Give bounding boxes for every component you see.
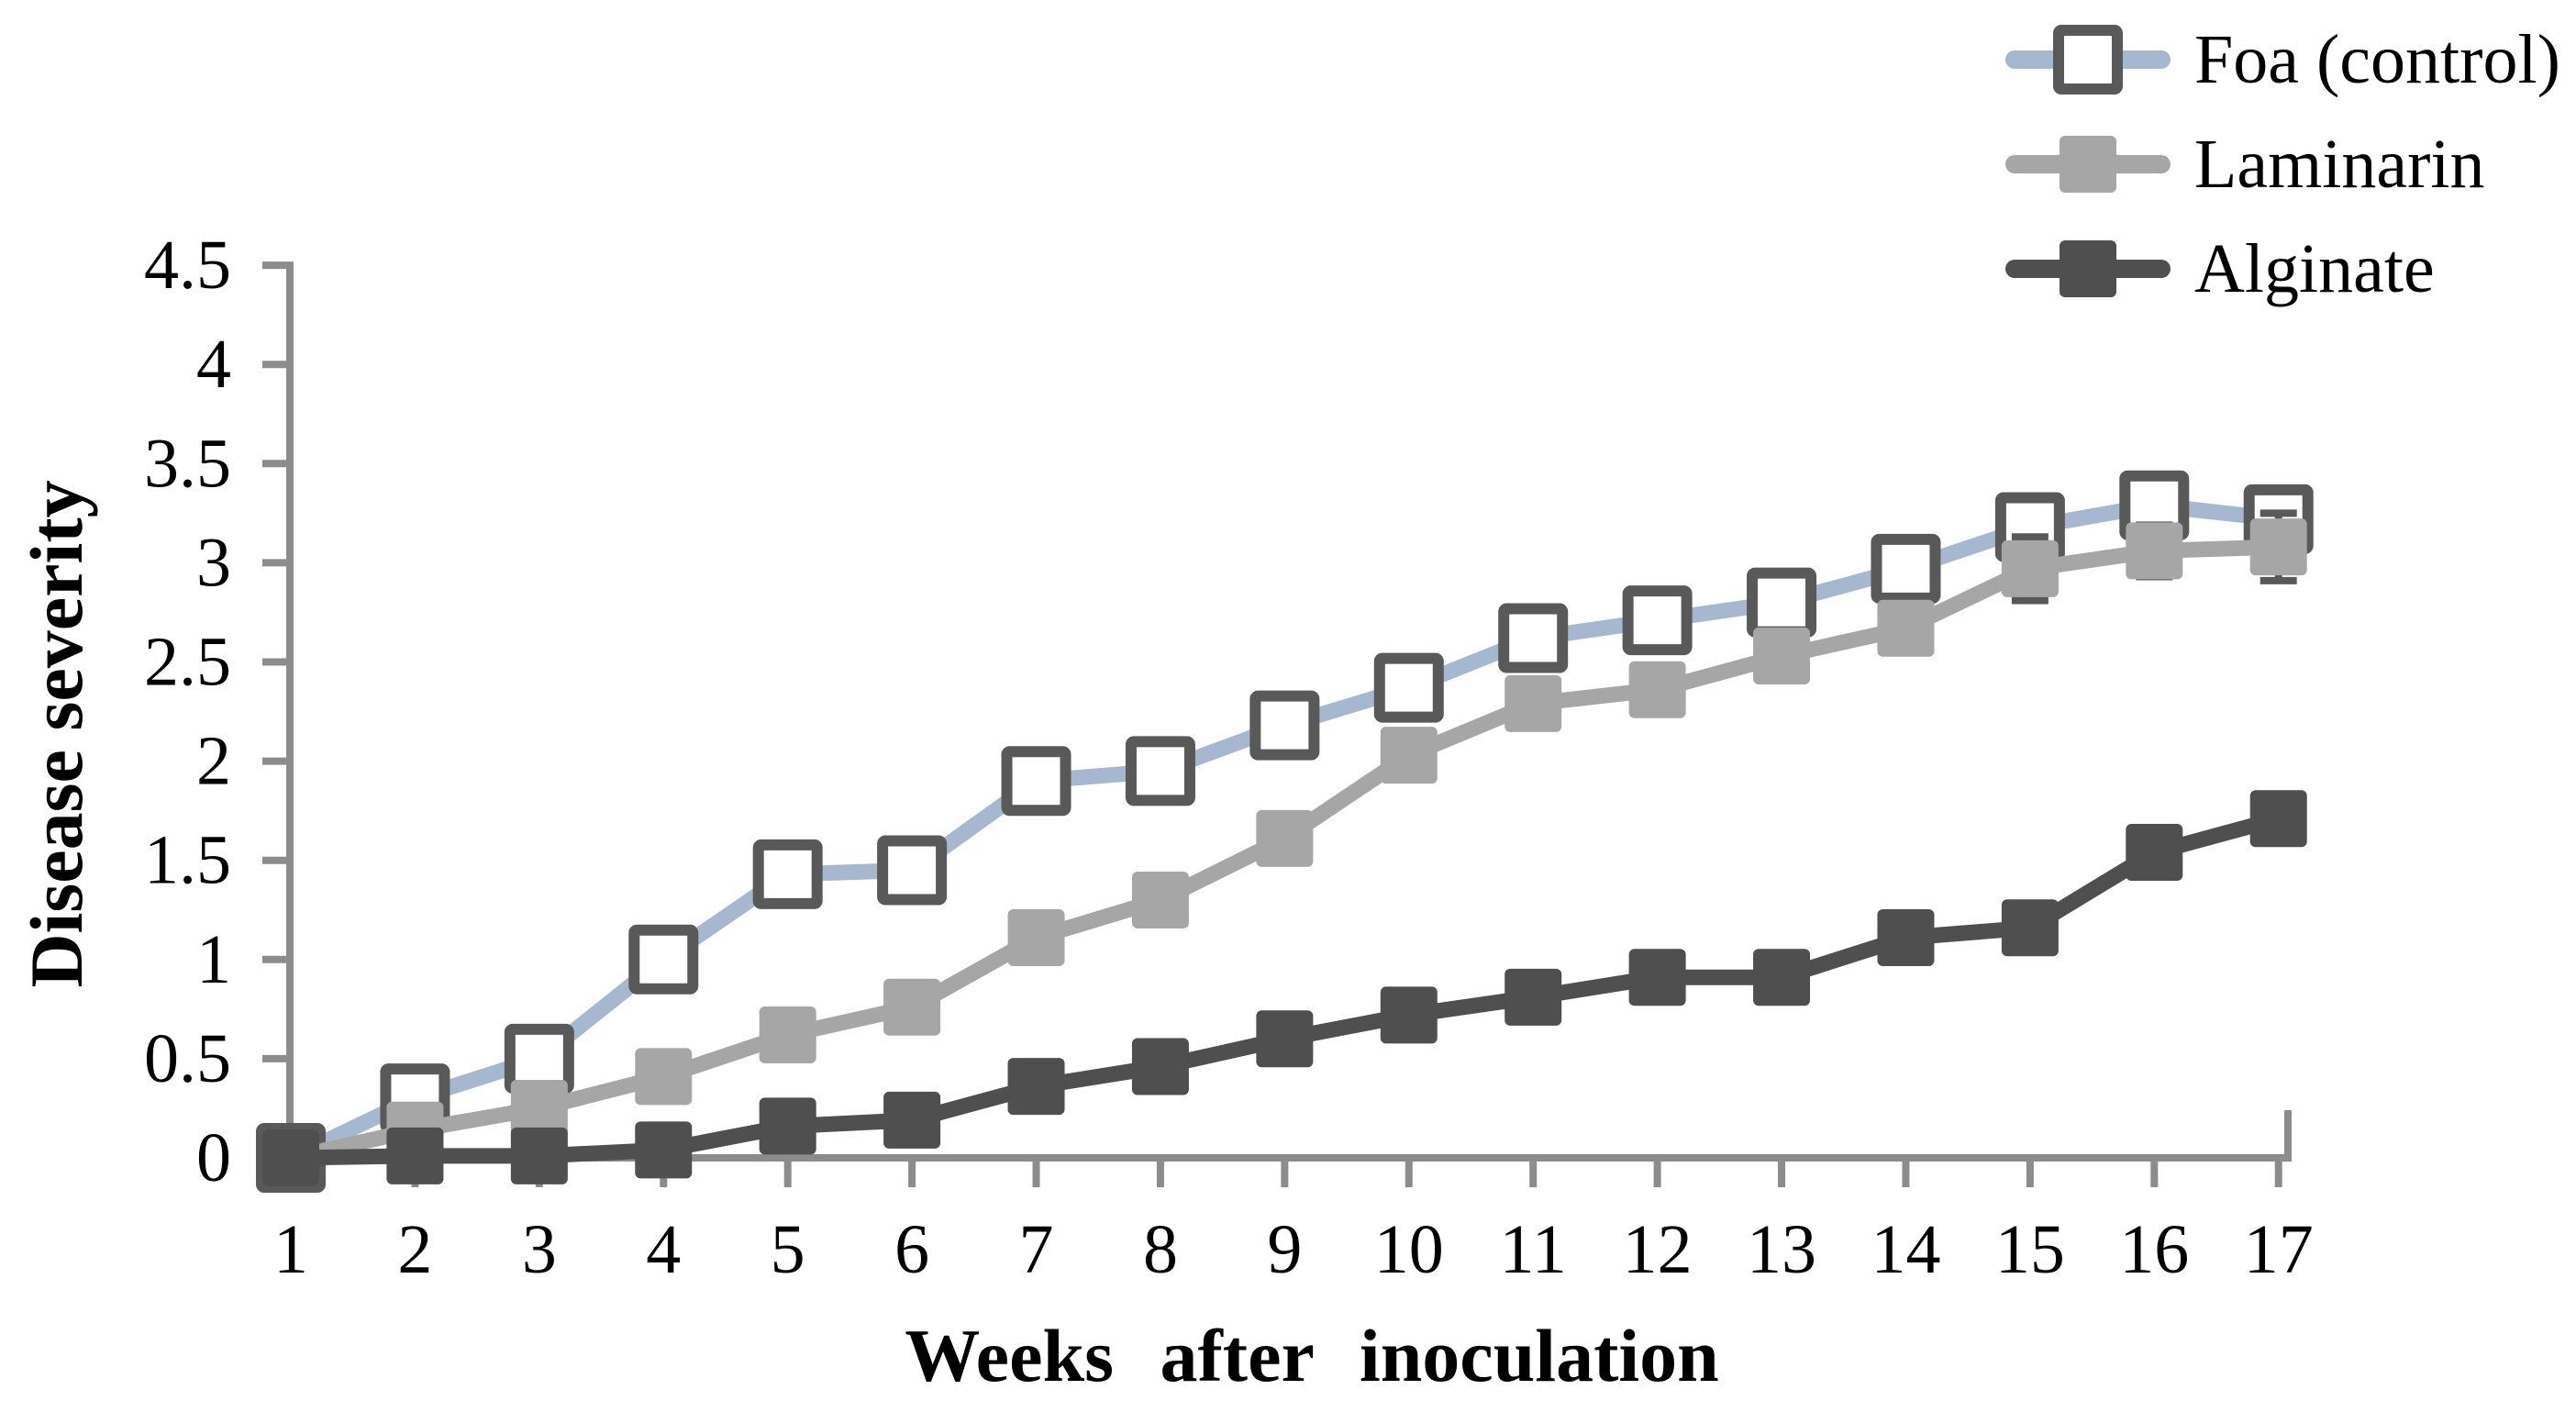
data-point-marker-foa-control [1125, 736, 1195, 806]
legend: Foa (control) Laminarin Alginate [2005, 7, 2560, 321]
data-point-marker-laminarin [1628, 661, 1686, 718]
data-point-marker-laminarin [1131, 871, 1189, 928]
x-tick-label: 7 [1019, 1211, 1054, 1288]
data-point-marker-laminarin [1256, 809, 1314, 867]
data-point-marker-laminarin [2126, 522, 2183, 580]
legend-label: Laminarin [2194, 126, 2485, 203]
laminarin-line-marker-icon [2005, 136, 2171, 193]
x-tick-label: 8 [1143, 1211, 1178, 1288]
data-point-marker-alginate [1505, 968, 1562, 1026]
x-tick-label: 14 [1871, 1211, 1940, 1288]
x-tick-label: 9 [1267, 1211, 1302, 1288]
data-point-marker-alginate [1131, 1038, 1189, 1095]
x-tick-label: 3 [522, 1211, 557, 1288]
x-tick-label: 2 [397, 1211, 432, 1288]
data-point-marker-alginate [883, 1091, 941, 1149]
data-point-marker-foa-control [752, 839, 823, 909]
foa-line-marker-icon [2005, 25, 2171, 95]
x-tick-label: 12 [1623, 1211, 1693, 1288]
y-tick-label: 3 [196, 524, 231, 601]
data-point-marker-alginate [2001, 899, 2059, 957]
legend-label: Foa (control) [2194, 21, 2560, 98]
data-point-marker-foa-control [1001, 746, 1071, 817]
y-tick-label: 1.5 [144, 822, 231, 899]
alginate-line-marker-icon [2005, 240, 2171, 297]
data-point-marker-alginate [1007, 1058, 1065, 1116]
data-point-marker-laminarin [1007, 909, 1065, 967]
x-tick-label: 13 [1747, 1211, 1816, 1288]
data-point-marker-alginate [386, 1127, 444, 1184]
y-tick-label: 1 [196, 921, 231, 998]
data-point-marker-alginate [262, 1129, 319, 1186]
legend-item-alginate: Alginate [2005, 217, 2560, 321]
data-point-marker-laminarin [635, 1048, 693, 1106]
x-tick-label: 1 [273, 1211, 308, 1288]
legend-item-foa-control: Foa (control) [2005, 7, 2560, 112]
x-tick-label: 6 [894, 1211, 929, 1288]
data-point-marker-alginate [759, 1097, 816, 1155]
y-tick-label: 4.5 [144, 227, 231, 304]
data-point-marker-foa-control [1498, 603, 1569, 673]
data-point-marker-alginate [1877, 909, 1935, 967]
data-point-marker-alginate [2249, 790, 2307, 848]
x-tick-label: 5 [771, 1211, 805, 1288]
data-point-marker-alginate [1753, 949, 1811, 1006]
series-line-alginate [290, 811, 2281, 1166]
x-tick-label: 15 [1995, 1211, 2065, 1288]
data-point-marker-alginate [1256, 1010, 1314, 1068]
y-tick-label: 0.5 [144, 1020, 231, 1097]
x-tick-label: 11 [1500, 1211, 1567, 1288]
y-tick-label: 2 [196, 723, 231, 800]
y-tick-label: 0 [196, 1119, 231, 1196]
data-point-marker-foa-control [1871, 533, 1941, 604]
data-point-marker-foa-control [1747, 567, 1817, 638]
y-tick-label: 3.5 [144, 425, 231, 502]
x-tick-label: 10 [1374, 1211, 1444, 1288]
x-axis-title: Weeks after inoculation [905, 1314, 1719, 1397]
data-point-marker-alginate [635, 1121, 693, 1179]
data-point-marker-alginate [1628, 949, 1686, 1006]
data-point-marker-laminarin [1380, 727, 1438, 784]
data-point-marker-laminarin [510, 1079, 568, 1137]
data-point-marker-laminarin [1877, 599, 1935, 657]
data-point-marker-alginate [1380, 986, 1438, 1044]
data-point-marker-laminarin [759, 1006, 816, 1063]
data-point-marker-foa-control [1373, 652, 1444, 723]
data-point-marker-laminarin [1753, 628, 1811, 685]
data-point-marker-foa-control [877, 835, 948, 906]
x-tick-label: 4 [646, 1211, 681, 1288]
data-point-marker-laminarin [1505, 674, 1562, 732]
data-point-marker-foa-control [1622, 585, 1693, 656]
data-point-marker-laminarin [883, 978, 941, 1036]
data-point-marker-foa-control [628, 924, 699, 995]
y-axis-title: Disease severity [15, 480, 98, 988]
y-tick-label: 2.5 [144, 624, 231, 701]
data-point-marker-foa-control [504, 1023, 574, 1094]
x-tick-label: 17 [2244, 1211, 2314, 1288]
data-point-marker-alginate [510, 1127, 568, 1184]
data-point-marker-alginate [2126, 824, 2183, 882]
legend-item-laminarin: Laminarin [2005, 112, 2560, 217]
y-tick-label: 4 [196, 326, 231, 403]
data-point-marker-foa-control [1249, 690, 1320, 761]
data-point-marker-laminarin [2249, 518, 2307, 576]
legend-label: Alginate [2194, 230, 2435, 307]
x-tick-label: 16 [2119, 1211, 2189, 1288]
data-point-marker-laminarin [2001, 539, 2059, 597]
